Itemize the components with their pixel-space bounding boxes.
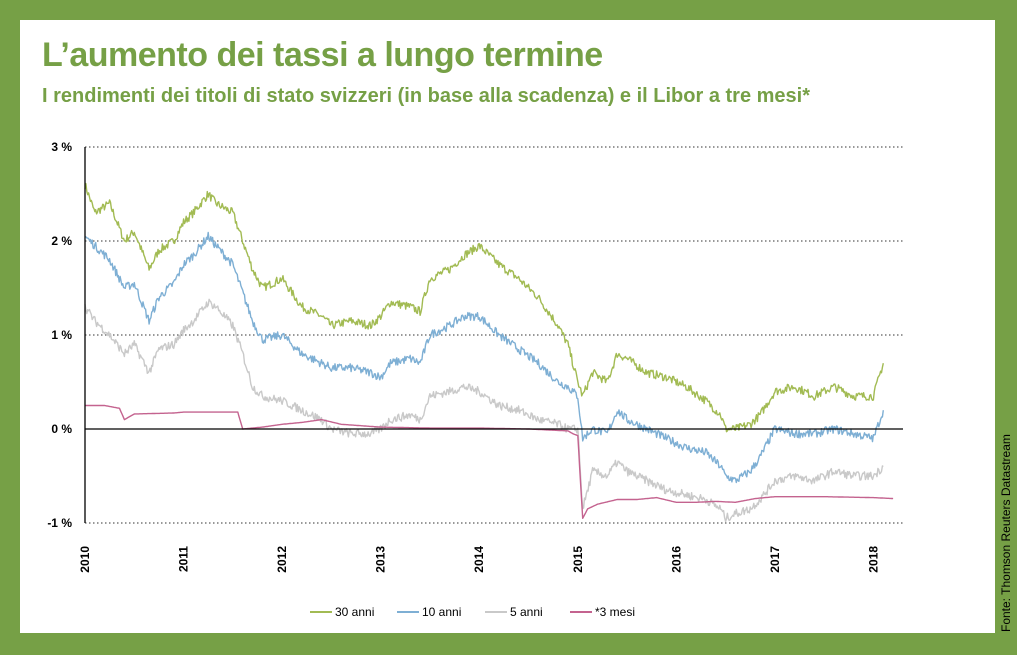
axes: 3 % 2 % 1 % 0 % -1 % 2010 2011 2012 2013 2014 2015…	[47, 140, 903, 573]
chart-title: L’aumento dei tassi a lungo termine	[42, 36, 603, 74]
legend-label: 5 anni	[510, 605, 543, 619]
series-line-10-anni	[84, 231, 884, 484]
y-tick-label: 2 %	[51, 234, 72, 248]
legend: 30 anni 10 anni 5 anni *3 mesi	[310, 605, 635, 619]
legend-label: 30 anni	[335, 605, 374, 619]
x-tick-label: 2016	[669, 546, 683, 573]
chart-subtitle: I rendimenti dei titoli di stato svizzer…	[42, 85, 810, 107]
series-lines	[84, 182, 894, 523]
x-tick-label: 2015	[571, 546, 585, 573]
x-tick-label: 2013	[374, 546, 388, 573]
y-tick-label: -1 %	[47, 516, 72, 530]
series-line-5-anni	[84, 298, 884, 523]
series-line-30-anni	[84, 182, 884, 433]
series-line-3-mesi	[85, 404, 894, 519]
x-tick-label: 2011	[177, 546, 191, 572]
x-tick-label: 2014	[472, 546, 486, 573]
x-tick-label: 2012	[275, 546, 289, 573]
x-tick-label: 2010	[78, 546, 92, 573]
y-tick-label: 1 %	[51, 328, 72, 342]
legend-label: 10 anni	[422, 605, 461, 619]
y-tick-label: 3 %	[51, 140, 72, 154]
chart-panel	[20, 20, 995, 633]
gridlines	[85, 146, 903, 524]
x-tick-label: 2017	[768, 546, 782, 573]
y-tick-label: 0 %	[51, 422, 72, 436]
legend-label: *3 mesi	[595, 605, 635, 619]
x-tick-label: 2018	[866, 546, 880, 573]
